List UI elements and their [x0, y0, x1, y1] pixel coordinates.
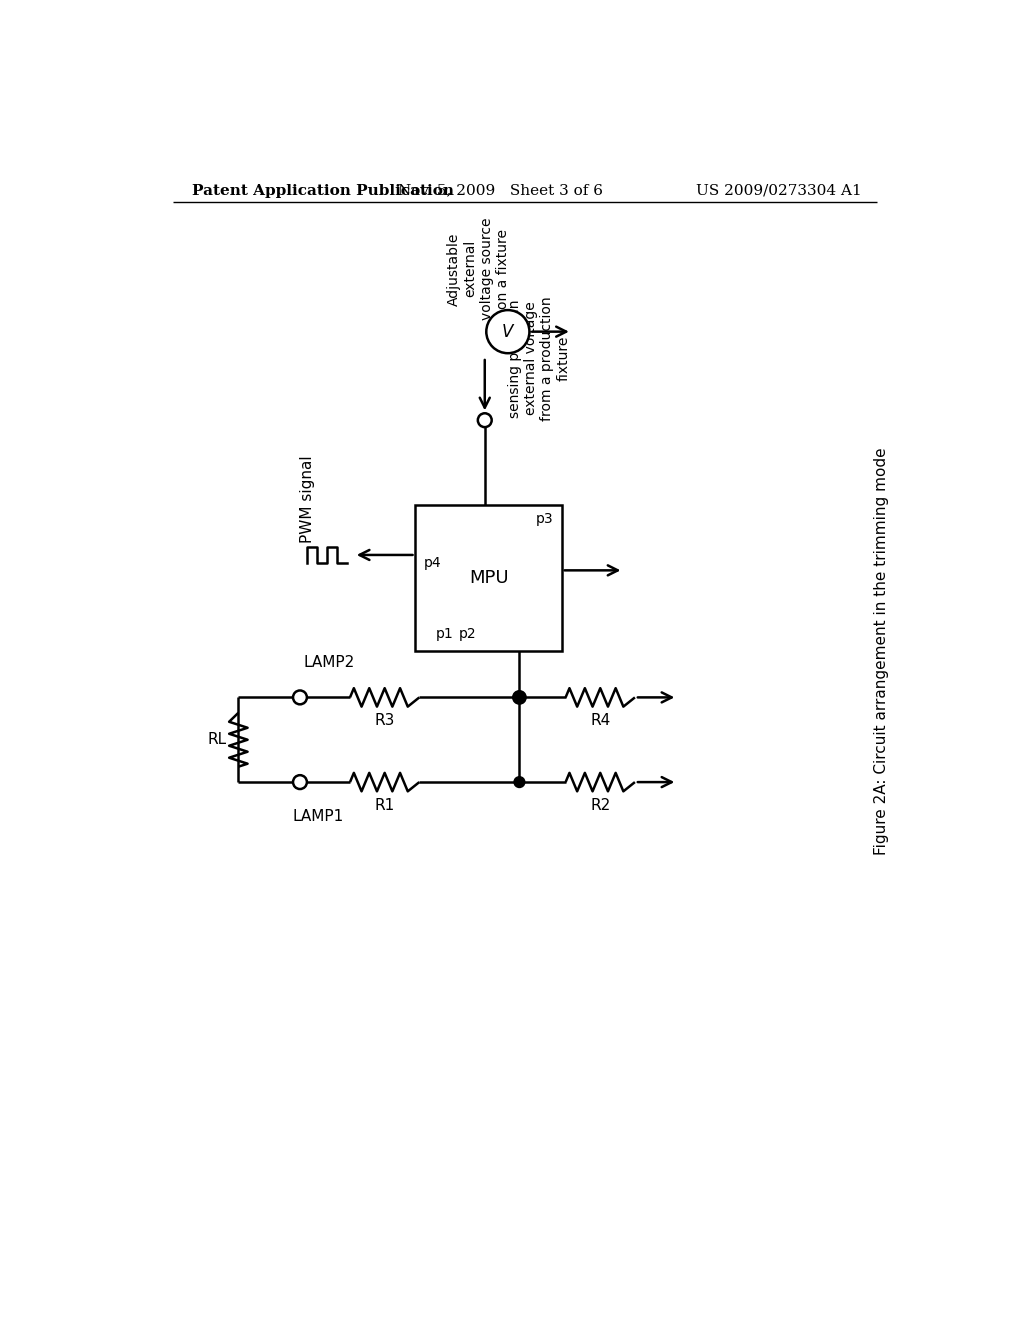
- Circle shape: [293, 775, 307, 789]
- Text: R3: R3: [375, 713, 395, 729]
- Circle shape: [486, 310, 529, 354]
- Text: V: V: [502, 322, 514, 341]
- Text: Patent Application Publication: Patent Application Publication: [193, 183, 455, 198]
- Text: Figure 2A: Circuit arrangement in the trimming mode: Figure 2A: Circuit arrangement in the tr…: [873, 447, 889, 855]
- Text: p1: p1: [436, 627, 454, 642]
- Text: Adjustable
external
voltage source
on a fixture: Adjustable external voltage source on a …: [447, 218, 510, 321]
- Text: p2: p2: [459, 627, 476, 642]
- Circle shape: [514, 692, 525, 702]
- Circle shape: [513, 692, 525, 704]
- Text: LAMP1: LAMP1: [292, 809, 343, 824]
- Bar: [416, 506, 562, 651]
- Text: R1: R1: [375, 797, 395, 813]
- Circle shape: [478, 413, 492, 428]
- Text: sensing pin of an
external voltage
from a production
fixture: sensing pin of an external voltage from …: [508, 296, 570, 421]
- Circle shape: [293, 690, 307, 705]
- Text: PWM signal: PWM signal: [300, 455, 315, 544]
- Text: Nov. 5, 2009   Sheet 3 of 6: Nov. 5, 2009 Sheet 3 of 6: [397, 183, 603, 198]
- Text: R2: R2: [590, 797, 610, 813]
- Text: MPU: MPU: [469, 569, 509, 587]
- Text: US 2009/0273304 A1: US 2009/0273304 A1: [696, 183, 862, 198]
- Text: p4: p4: [424, 556, 441, 570]
- Text: p3: p3: [536, 512, 554, 525]
- Text: RL: RL: [207, 733, 226, 747]
- Text: R4: R4: [590, 713, 610, 729]
- Circle shape: [514, 776, 525, 788]
- Text: LAMP2: LAMP2: [304, 656, 355, 671]
